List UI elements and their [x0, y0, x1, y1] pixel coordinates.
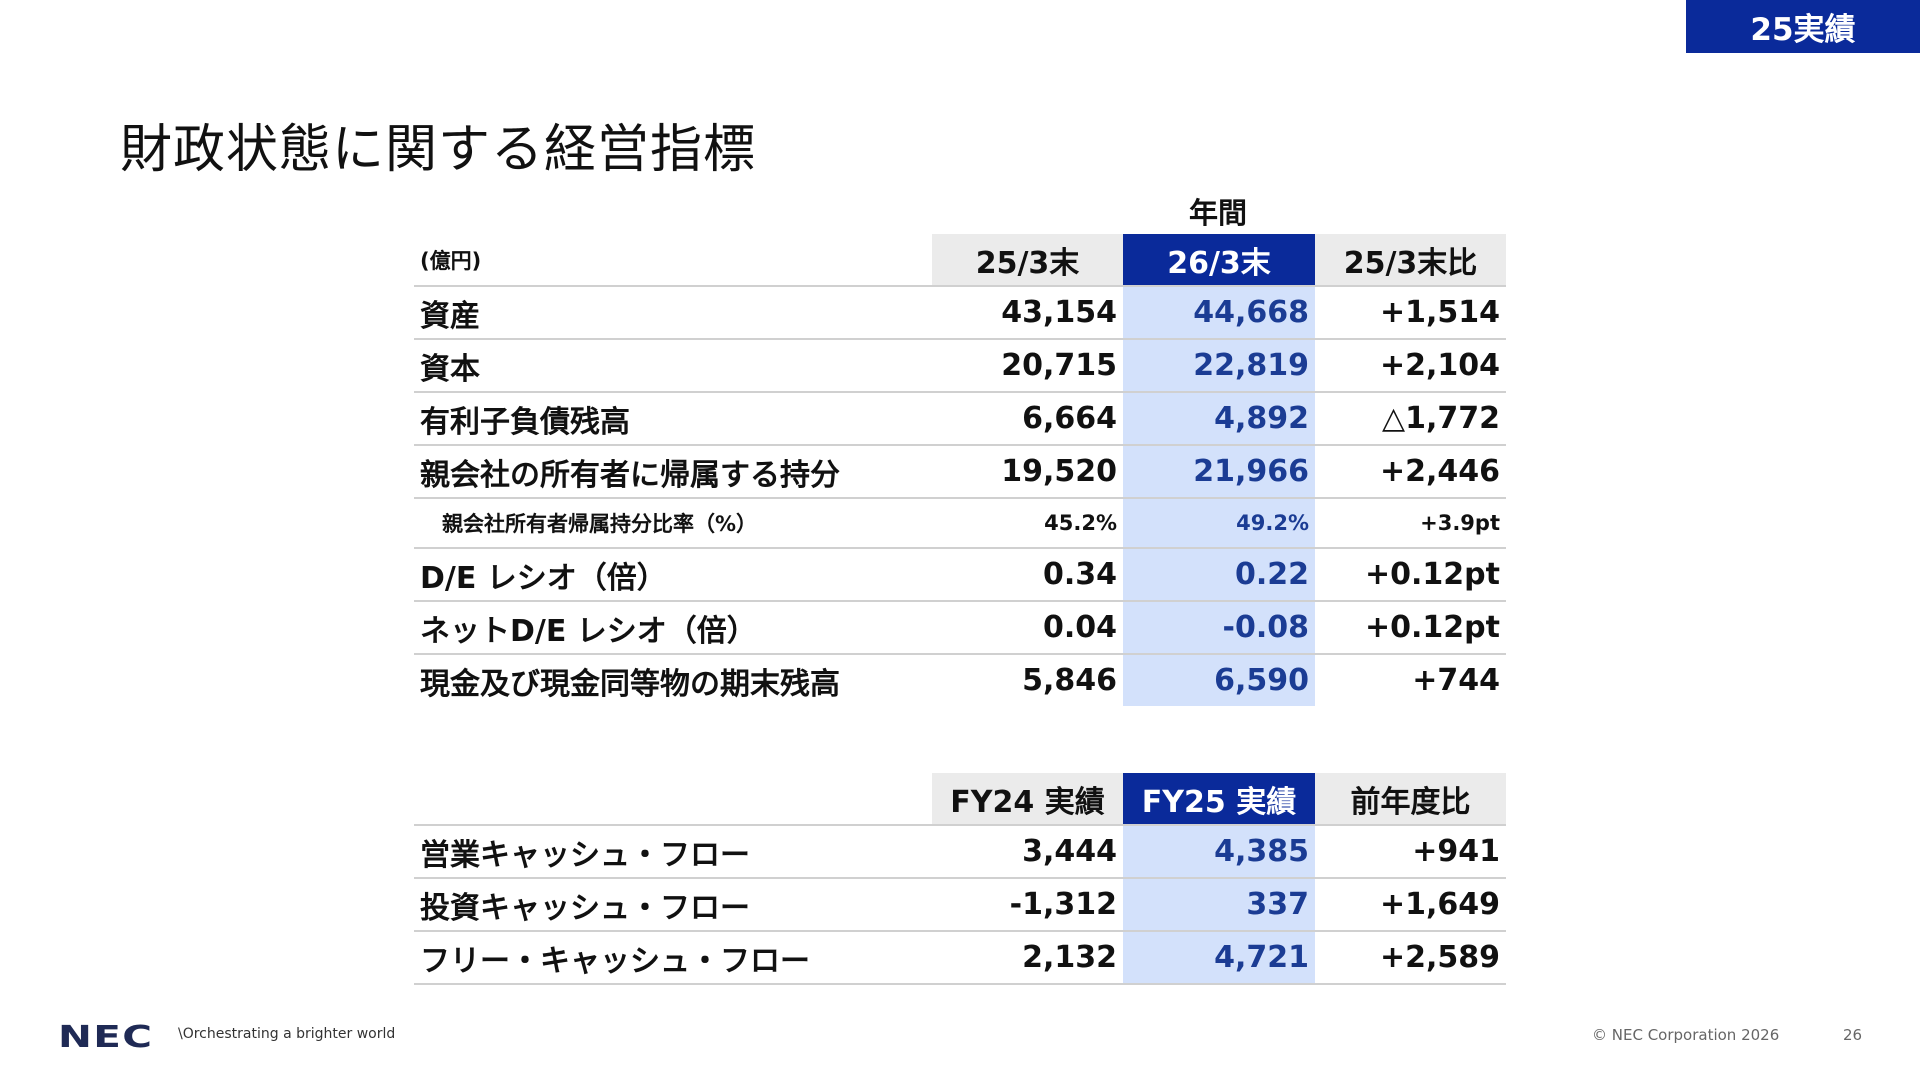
diff-value: +0.12pt [1315, 601, 1506, 655]
row-label: 資産 [414, 286, 932, 340]
current-value: -0.08 [1123, 601, 1315, 655]
diff-value: +2,104 [1315, 339, 1506, 393]
diff-value: +1,649 [1315, 878, 1506, 932]
diff-value: +744 [1412, 663, 1500, 698]
header-prev-period: 25/3末 [932, 234, 1123, 287]
diff-value: +2,589 [1315, 931, 1506, 985]
diff-value: +941 [1315, 825, 1506, 879]
prev-value: 19,520 [932, 445, 1123, 499]
table-row: 有利子負債残高 6,664 4,892 △1,772 [414, 392, 1506, 446]
header-prev-period: FY24 実績 [932, 773, 1123, 826]
current-value: 4,385 [1123, 825, 1315, 879]
table-row: フリー・キャッシュ・フロー 2,132 4,721 +2,589 [414, 931, 1506, 985]
header-current-period: 26/3末 [1123, 234, 1315, 287]
nec-logo: NEC [58, 1020, 154, 1055]
current-value: 0.22 [1123, 548, 1315, 602]
prev-value: -1,312 [932, 878, 1123, 932]
header-difference: 25/3末比 [1315, 234, 1506, 287]
current-value: 49.2% [1123, 498, 1315, 549]
header-difference: 前年度比 [1315, 773, 1506, 826]
row-label: 投資キャッシュ・フロー [414, 878, 932, 932]
table-row: 資本 20,715 22,819 +2,104 [414, 339, 1506, 393]
table-row: ネットD/E レシオ（倍） 0.04 -0.08 +0.12pt [414, 601, 1506, 655]
table-header-row: FY24 実績 FY25 実績 前年度比 [414, 773, 1506, 826]
header-current-period: FY25 実績 [1123, 773, 1315, 826]
prev-value: 6,664 [932, 392, 1123, 446]
table-row: 親会社所有者帰属持分比率（%） 45.2% 49.2% +3.9pt [414, 498, 1506, 549]
footer-tagline: \Orchestrating a brighter world [178, 1026, 396, 1042]
diff-value: △1,772 [1315, 392, 1506, 446]
prev-value: 5,846 [1022, 663, 1117, 698]
table-row: 現金及び現金同等物の期末残高 5,846 6,590 +744 [414, 654, 1506, 706]
prev-value: 20,715 [932, 339, 1123, 393]
prev-value: 3,444 [932, 825, 1123, 879]
table-row: 親会社の所有者に帰属する持分 19,520 21,966 +2,446 [414, 445, 1506, 499]
table-row: 投資キャッシュ・フロー -1,312 337 +1,649 [414, 878, 1506, 932]
row-label: 親会社の所有者に帰属する持分 [414, 445, 932, 499]
current-value: 21,966 [1123, 445, 1315, 499]
balance-sheet-table: (億円) 25/3末 26/3末 25/3末比 資産 43,154 44,668… [414, 234, 1506, 706]
annual-group-header: 年間 [1188, 196, 1247, 230]
blank-header-cell [414, 773, 932, 826]
diff-value: +2,446 [1315, 445, 1506, 499]
page-number: 26 [1843, 1026, 1863, 1044]
row-label: フリー・キャッシュ・フロー [414, 931, 932, 985]
prev-value: 2,132 [932, 931, 1123, 985]
table-row: 営業キャッシュ・フロー 3,444 4,385 +941 [414, 825, 1506, 879]
row-label: 資本 [414, 339, 932, 393]
current-value: 4,721 [1123, 931, 1315, 985]
current-value: 22,819 [1123, 339, 1315, 393]
unit-label: (億円) [414, 234, 932, 287]
row-label: 親会社所有者帰属持分比率（%） [414, 498, 932, 549]
diff-value: +0.12pt [1315, 548, 1506, 602]
diff-value: +3.9pt [1315, 498, 1506, 549]
prev-value: 45.2% [932, 498, 1123, 549]
current-value: 337 [1123, 878, 1315, 932]
current-value: 6,590 [1123, 654, 1315, 706]
prev-value: 43,154 [932, 286, 1123, 340]
prev-value: 0.34 [932, 548, 1123, 602]
row-label: 有利子負債残高 [414, 392, 932, 446]
current-value: 4,892 [1123, 392, 1315, 446]
table-row: D/E レシオ（倍） 0.34 0.22 +0.12pt [414, 548, 1506, 602]
row-label: 現金及び現金同等物の期末残高 [420, 666, 840, 702]
row-label: ネットD/E レシオ（倍） [414, 601, 932, 655]
row-label: D/E レシオ（倍） [414, 548, 932, 602]
table-row: 資産 43,154 44,668 +1,514 [414, 286, 1506, 340]
row-label: 営業キャッシュ・フロー [414, 825, 932, 879]
table-header-row: (億円) 25/3末 26/3末 25/3末比 [414, 234, 1506, 287]
footer-copyright: © NEC Corporation 2026 [1592, 1026, 1780, 1044]
diff-value: +1,514 [1315, 286, 1506, 340]
section-badge: 25実績 [1686, 0, 1920, 53]
cash-flow-table: FY24 実績 FY25 実績 前年度比 営業キャッシュ・フロー 3,444 4… [414, 773, 1506, 985]
page-title: 財政状態に関する経営指標 [120, 119, 757, 180]
prev-value: 0.04 [932, 601, 1123, 655]
current-value: 44,668 [1123, 286, 1315, 340]
